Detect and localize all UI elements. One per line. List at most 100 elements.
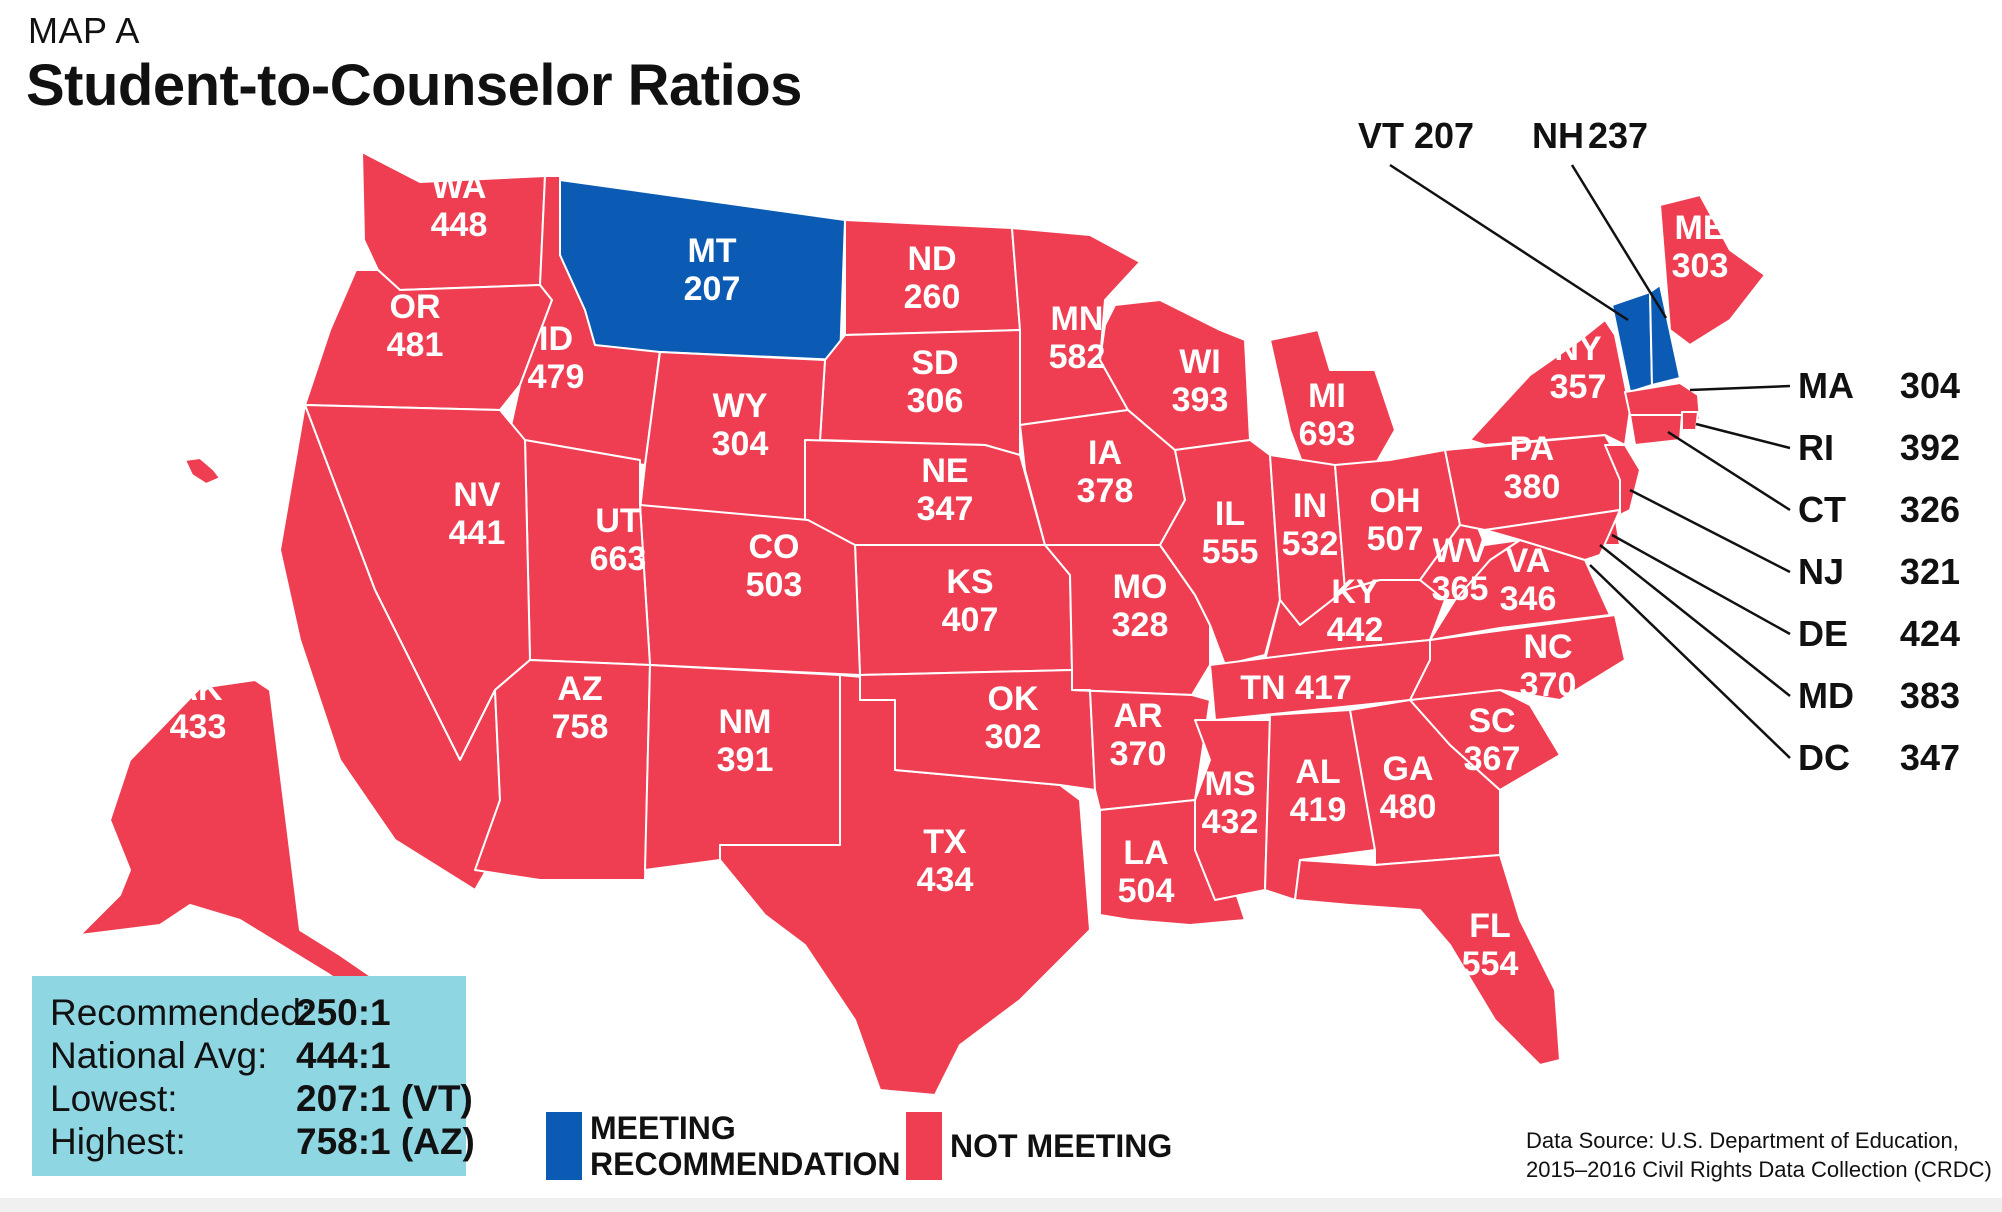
state-label-pa: PA [1510,430,1555,468]
state-ratio-mn: 582 [1049,338,1106,376]
state-ratio-va: 346 [1500,580,1557,618]
state-ratio-nd: 260 [904,278,961,316]
state-label-nm: NM [719,703,772,741]
state-label-ut: UT [595,502,641,540]
state-ratio-oh: 507 [1367,520,1424,558]
state-label-oh: OH [1370,482,1421,520]
state-label-wv: WV [1433,532,1488,570]
callout-abbr-dc: DC [1798,737,1850,778]
state-label-nc: NC [1523,628,1572,666]
leader-line-ma [1689,384,1791,392]
state-ratio-ar: 370 [1110,735,1167,773]
state-shape-nh [1649,284,1681,386]
callout-ratio-md: 383 [1900,675,1960,716]
state-ratio-in: 532 [1282,525,1339,563]
map-title: Student-to-Counselor Ratios [26,53,802,118]
callout-abbr-nj: NJ [1798,551,1844,592]
state-shape-me [1659,194,1766,346]
leader-line-de [1611,533,1791,636]
state-shape-fl [1294,854,1561,1066]
callout-ratio-de: 424 [1900,613,1960,654]
state-label-me: ME [1675,209,1726,247]
bottom-strip [0,1198,2002,1212]
stat-value: 250:1 [296,992,391,1033]
legend-not-meeting-swatch [906,1112,942,1180]
map-kicker: MAP A [28,10,140,51]
state-shape-ak [79,679,421,1021]
state-shape-ri [1681,411,1699,431]
state-ratio-ok: 302 [985,718,1042,756]
state-shape-ma [1624,382,1701,421]
legend-meeting-swatch [546,1112,582,1180]
state-label-il: IL [1215,495,1245,533]
state-label-co: CO [749,528,800,566]
state-ratio-ks: 407 [942,601,999,639]
state-label-az: AZ [557,670,602,708]
state-label-al: AL [1295,753,1340,791]
state-ratio-la: 504 [1118,872,1175,910]
state-ratio-wv: 365 [1432,570,1489,608]
state-ratio-ut: 663 [590,540,647,578]
state-label-mi: MI [1308,377,1346,415]
state-ratio-nc: 370 [1520,666,1577,704]
state-label-nd: ND [907,240,956,278]
state-ratio-mi: 693 [1299,415,1356,453]
callout-ratio-ct: 326 [1900,489,1960,530]
state-label-la: LA [1123,834,1168,872]
leader-line-nj [1629,488,1791,574]
state-ratio-il: 555 [1202,533,1259,571]
state-shape-ct [1629,414,1683,446]
state-ratio-ms: 432 [1202,803,1259,841]
callout-ratio-nh: 237 [1588,115,1648,156]
state-label-ks: KS [946,563,993,601]
state-ratio-ky: 442 [1327,611,1384,649]
state-label-ga: GA [1383,750,1434,788]
state-label-wa: WA [432,168,487,206]
source-line1: Data Source: U.S. Department of Educatio… [1526,1128,1959,1153]
state-ratio-or: 481 [387,326,444,364]
data-source: Data Source: U.S. Department of Educatio… [1526,1126,1992,1184]
state-label-tx: TX [923,823,967,861]
state-ratio-az: 758 [552,708,609,746]
state-ratio-wa: 448 [431,206,488,244]
state-ratio-nm: 391 [717,741,774,779]
legend-meeting-label: MEETING RECOMMENDATION [590,1110,901,1182]
leader-line-md [1599,544,1791,697]
state-label-mt: MT [687,232,736,270]
state-ratio-me: 303 [1672,247,1729,285]
state-label-wy: WY [713,387,768,425]
state-label-tn: TN 417 [1240,669,1352,707]
stat-label: Lowest: [50,1078,178,1119]
stat-label: Recommended: [50,992,312,1033]
state-label-ne: NE [921,452,968,490]
callout-abbr-ri: RI [1798,427,1834,468]
stat-value: 444:1 [296,1035,391,1076]
state-ratio-ny: 357 [1550,368,1607,406]
stat-value: 207:1 (VT) [296,1078,473,1119]
state-label-or: OR [390,288,441,326]
legend-meeting-line2: RECOMMENDATION [590,1146,901,1182]
stat-label: Highest: [50,1121,186,1162]
callout-ratio-dc: 347 [1900,737,1960,778]
state-label-fl: FL [1469,907,1511,945]
state-ratio-wi: 393 [1172,381,1229,419]
state-ratio-fl: 554 [1462,945,1519,983]
state-shape-az [474,659,651,881]
callout-abbr-de: DE [1798,613,1848,654]
state-shape-nc [1409,614,1626,701]
legend-not-meeting-label: NOT MEETING [950,1128,1173,1164]
state-ratio-tx: 434 [917,861,974,899]
callout-abbr-md: MD [1798,675,1854,716]
state-shape-nj [1604,444,1641,516]
state-label-sd: SD [911,344,958,382]
state-label-ak: AK [173,670,223,708]
leader-line-ct [1667,430,1791,512]
state-label-id: ID [539,320,573,358]
state-ratio-mt: 207 [684,270,741,308]
state-label-wi: WI [1179,343,1221,381]
state-ratio-wy: 304 [712,425,769,463]
leader-line-vt [1389,163,1629,322]
legend-meeting-line1: MEETING [590,1110,736,1146]
callout-abbr-ct: CT [1798,489,1846,530]
